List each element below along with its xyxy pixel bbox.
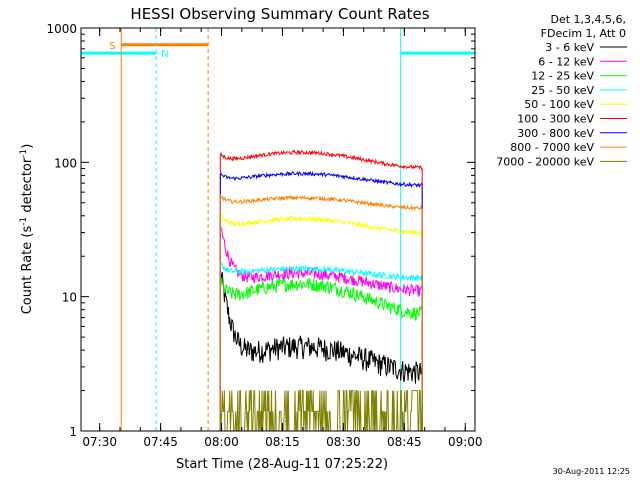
series-line-2 (219, 277, 423, 431)
legend-label-0: 3 - 6 keV (545, 41, 594, 54)
y-axis-label: Count Rate (s-1 detector-1) (19, 144, 35, 315)
x-tick-label-5: 08:45 (387, 435, 422, 449)
legend-label-3: 25 - 50 keV (531, 84, 594, 97)
night-label: N (161, 49, 168, 60)
x-axis-label: Start Time (28-Aug-11 07:25:22) (176, 457, 388, 472)
legend-label-4: 50 - 100 keV (524, 98, 594, 111)
chart-title: HESSI Observing Summary Count Rates (130, 5, 429, 23)
y-tick-label-0: 1 (69, 425, 77, 439)
x-tick-label-0: 07:30 (82, 435, 117, 449)
legend-label-1: 6 - 12 keV (538, 55, 594, 68)
y-tick-label-2: 100 (54, 156, 77, 170)
legend-label-7: 800 - 7000 keV (510, 141, 594, 154)
y-axis-label-end: ) (20, 144, 35, 149)
x-tick-label-2: 08:00 (204, 435, 239, 449)
series-line-0 (219, 266, 423, 431)
x-tick-label-4: 08:30 (326, 435, 361, 449)
legend-label-5: 100 - 300 keV (517, 113, 594, 126)
y-axis-label-mid: detector (20, 157, 35, 217)
series-line-5 (219, 149, 423, 431)
series-line-3 (219, 261, 423, 431)
plot-frame (80, 27, 476, 432)
legend-header-2: FDecim 1, Att 0 (541, 27, 626, 40)
legend-label-6: 300 - 800 keV (517, 127, 594, 140)
y-tick-label-1: 10 (62, 291, 77, 305)
plot-area: SN (80, 28, 476, 432)
y-axis-label-sup1: -1 (19, 217, 29, 226)
saa-label: S (109, 41, 115, 52)
series-line-7 (219, 193, 423, 431)
legend-label-2: 12 - 25 keV (531, 70, 594, 83)
series-line-6 (219, 170, 423, 431)
legend-header-1: Det 1,3,4,5,6, (550, 13, 626, 26)
x-tick-label-3: 08:15 (265, 435, 300, 449)
series-line-8 (219, 390, 423, 432)
footer-date: 30-Aug-2011 12:25 (553, 467, 630, 476)
legend-label-8: 7000 - 20000 keV (496, 155, 594, 168)
x-tick-label-1: 07:45 (143, 435, 178, 449)
y-tick-label-3: 1000 (46, 22, 77, 36)
series-line-4 (219, 212, 423, 431)
axes: 07:30 07:45 08:00 08:15 08:30 08:45 09:00 1 10 10… (46, 22, 482, 449)
y-axis-label-sup2: -1 (19, 149, 29, 158)
x-tick-label-6: 09:00 (448, 435, 483, 449)
legend: Det 1,3,4,5,6, FDecim 1, Att 0 3 - 6 keV… (496, 13, 627, 168)
y-axis-label-main: Count Rate (s (20, 226, 35, 315)
